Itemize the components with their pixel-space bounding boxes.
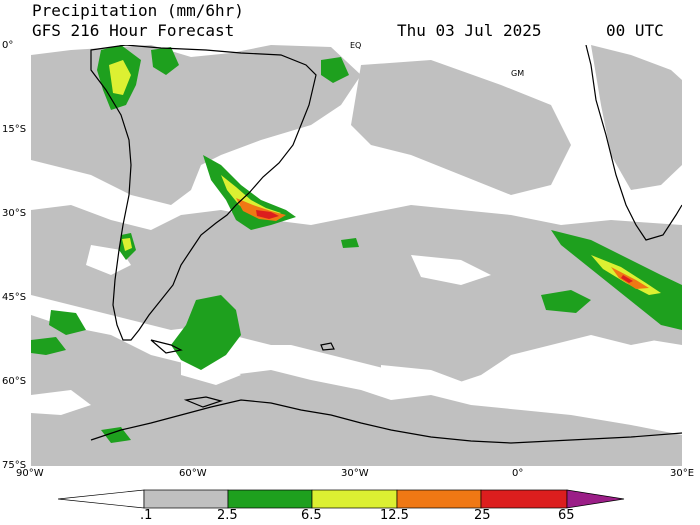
colorbar-label-6.5: 6.5 [301,508,322,523]
precip-gap-layer [31,245,491,415]
precipitation-colorbar [58,489,625,509]
greenwich-meridian-label: GM [511,69,525,78]
lat-label-60s: 60°S [2,376,27,387]
colorbar-label-0.1: .1 [140,508,153,523]
lat-label-15s: 15°S [2,124,27,135]
precip-light-layer [31,45,682,466]
colorbar-label-65: 65 [558,508,575,523]
lat-label-0: 0° [2,40,14,51]
precipitation-map: EQ GM [31,41,682,466]
lat-label-75s: 75°S [2,460,27,471]
lat-label-45s: 45°S [2,292,27,303]
antarctica-coastline [90,399,682,444]
colorbar-segment-intense [396,489,482,509]
forecast-time: 00 UTC [606,21,664,40]
colorbar-segment-light [143,489,229,509]
africa-coastline [585,45,682,241]
colorbar-label-12.5: 12.5 [380,508,409,523]
map-subtitle: GFS 216 Hour Forecast [32,21,235,40]
colorbar-segment-moderate [227,489,313,509]
lon-label-30e: 30°E [670,468,695,479]
colorbar-label-2.5: 2.5 [217,508,238,523]
colorbar-segment-trace [58,489,145,509]
colorbar-segment-max [566,489,625,509]
precip-extreme-layer [256,210,633,283]
map-canvas [31,45,682,466]
south-america-coastline [90,45,317,341]
colorbar-segment-heavy [311,489,398,509]
lon-label-60w: 60°W [179,468,207,479]
lon-label-30w: 30°W [341,468,369,479]
colorbar-segment-extreme [480,489,568,509]
lat-label-30s: 30°S [2,208,27,219]
coastline-layer [90,45,682,444]
forecast-date: Thu 03 Jul 2025 [397,21,542,40]
equator-label: EQ [350,41,362,50]
colorbar-label-25: 25 [474,508,491,523]
lon-label-90w: 90°W [16,468,44,479]
map-title: Precipitation (mm/6hr) [32,1,244,20]
lon-label-0: 0° [512,468,524,479]
